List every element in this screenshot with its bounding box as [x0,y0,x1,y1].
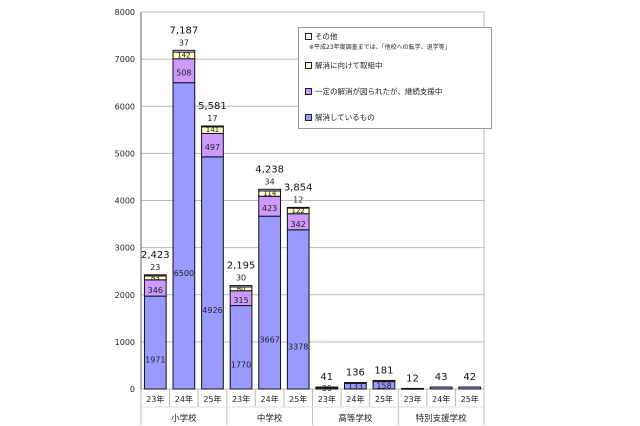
total-label: 2,423 [141,250,170,261]
total-label: 7,187 [170,25,199,36]
bar-segment [344,382,367,384]
legend: その他 ※平成23年度調査までは、「他校への転学、退学等」 解消に向けて取組中 … [298,27,492,129]
bar-segment [372,379,396,383]
bar-segment [143,274,167,277]
x-tick-label: 24年 [346,394,364,404]
segment-label: 342 [291,220,306,229]
y-tick-label: 8000 [115,8,135,17]
bar-segment [401,387,424,390]
total-label: 41 [320,372,333,383]
segment-label: 423 [262,204,277,213]
group-label: 中学校 [257,413,283,424]
x-tick-label: 23年 [318,394,336,404]
x-tick-label: 23年 [146,394,164,404]
bar-segment [315,386,339,389]
total-label: 181 [374,365,393,376]
bar-segment [458,386,482,390]
segment-label: 497 [205,143,220,152]
group-label: 小学校 [171,413,197,424]
segment-label: 6500 [174,269,194,278]
total-label: 136 [346,368,365,379]
segment-label: 133 [348,382,363,391]
x-tick-label: 24年 [175,394,193,404]
total-label: 5,581 [198,101,227,112]
group-label: 高等学校 [338,413,373,424]
legend-label: その他 [315,32,338,41]
legend-label: 解消しているもの [315,113,375,122]
segment-label: 83 [151,274,160,282]
segment-label: 12 [293,195,303,204]
total-label: 2,195 [227,261,256,272]
x-tick-label: 24年 [432,394,450,404]
bar-segment [172,82,196,390]
segment-label: 142 [177,51,190,59]
bar-segment [258,188,281,192]
total-label: 42 [463,372,476,383]
bar-segment [429,386,453,390]
legend-swatch [305,88,312,95]
segment-label: 114 [263,190,277,198]
segment-label: 4926 [202,306,222,315]
legend-swatch [305,114,312,121]
segment-label: 346 [148,286,163,295]
y-tick-label: 6000 [115,102,135,111]
segment-label: 508 [176,69,191,78]
segment-label: 3378 [288,342,308,351]
bar-segment [172,49,196,53]
total-label: 12 [406,373,419,384]
y-tick-label: 5000 [115,149,135,158]
segment-label: 158 [376,381,391,390]
legend-item-continuing: 一定の解消が図られたが、継続支援中 [305,87,442,96]
legend-item-resolved: 解消しているもの [305,113,375,122]
segment-label: 23 [150,263,160,272]
bar-segment [201,156,224,390]
bar-segment [143,295,167,390]
y-tick-label: 1000 [115,338,135,347]
x-tick-label: 23年 [232,394,250,404]
legend-label: 一定の解消が図られたが、継続支援中 [315,87,443,96]
x-tick-label: 24年 [261,394,279,404]
bar-segment [229,305,253,390]
legend-label: 解消に向けて取組中 [315,61,383,70]
y-tick-label: 0 [130,385,135,394]
segment-label: 122 [292,207,305,215]
segment-label: 17 [207,114,217,123]
bar-segment [229,285,253,288]
legend-item-in-progress: 解消に向けて取組中 [305,61,383,70]
bar-segment [286,229,310,390]
x-tick-label: 25年 [375,394,393,404]
segment-label: 80 [237,285,246,293]
x-tick-label: 23年 [403,394,421,404]
bar-segment [258,215,281,390]
segment-label: 34 [265,177,275,186]
x-tick-label: 25年 [289,394,307,404]
legend-item-other: その他 [305,32,338,41]
legend-swatch [305,33,312,40]
total-label: 4,238 [255,164,284,175]
total-label: 43 [435,372,448,383]
y-tick-label: 4000 [115,197,135,206]
legend-swatch [305,62,312,69]
segment-label: 30 [236,274,246,283]
bar-segment [286,206,310,209]
segment-label: 1971 [145,356,165,365]
x-tick-label: 25年 [461,394,479,404]
segment-label: 315 [233,296,248,305]
y-tick-label: 3000 [115,244,135,253]
legend-note: ※平成23年度調査までは、「他校への転学、退学等」 [309,44,451,51]
group-label: 特別支援学校 [416,413,468,424]
y-tick-label: 7000 [115,55,135,64]
segment-label: 37 [179,38,189,47]
bar-segment [201,125,224,128]
segment-label: 36 [322,384,332,393]
x-tick-label: 25年 [203,394,221,404]
y-tick-label: 2000 [115,291,135,300]
segment-label: 3667 [259,336,279,345]
total-label: 3,854 [284,182,313,193]
segment-label: 1770 [231,360,251,369]
segment-label: 141 [206,126,219,134]
